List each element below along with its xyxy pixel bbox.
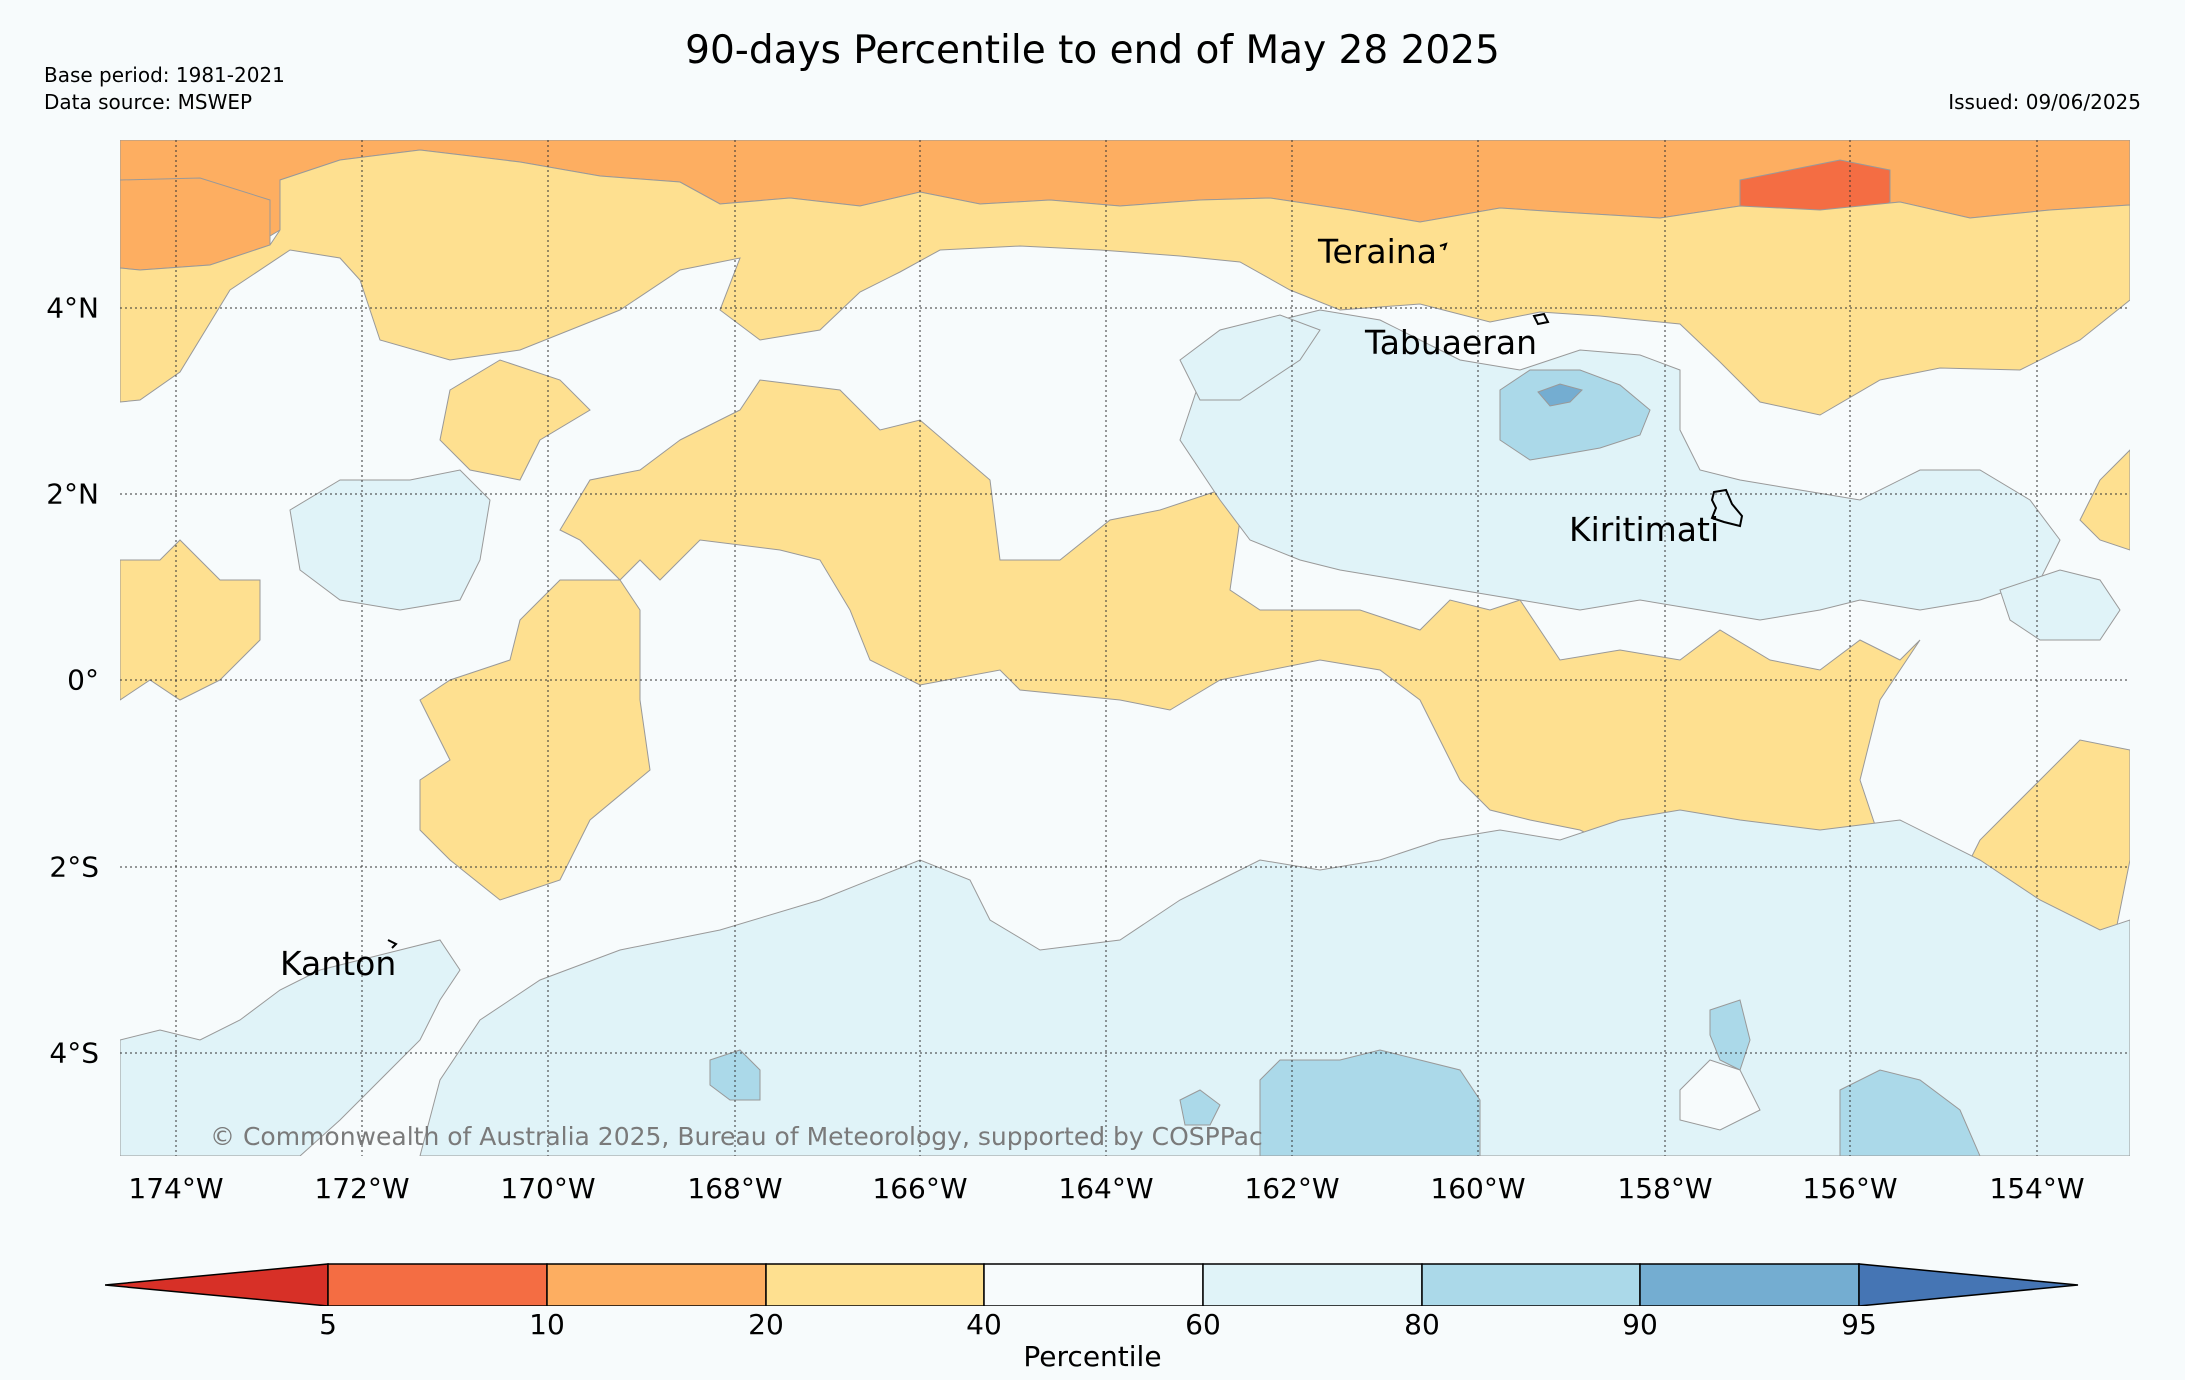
region-60-80-kiritimati [1179,309,2061,621]
island-kanton [387,939,398,949]
lon-label-162w: 162°W [1244,1172,1340,1205]
island-tabuaeran [1532,312,1550,326]
lon-label-158w: 158°W [1617,1172,1713,1205]
colorbar-20-40 [765,1263,985,1306]
region-60-80-southwest [120,939,461,1156]
region-60-80-north-centre [1179,314,1321,401]
colorbar-tick-20: 20 [748,1308,784,1341]
percentile-colorbar [105,1263,2079,1306]
colorbar-80-90 [1421,1263,1641,1306]
region-20-40-centre-west [439,359,591,481]
lat-label-2n: 2°N [46,477,99,511]
place-label-kanton: Kanton [280,944,397,983]
lat-label-4n: 4°N [46,291,99,325]
region-80-90-south-b [1839,1069,1981,1156]
region-20-40-east-edge [2079,449,2130,551]
colorbar-tick-95: 95 [1841,1308,1877,1341]
copyright-notice: © Commonwealth of Australia 2025, Bureau… [210,1122,1263,1151]
colorbar-tick-5: 5 [319,1308,337,1341]
colorbar-above-95 [1858,1263,2079,1306]
percentile-map [120,140,2130,1156]
lon-label-156w: 156°W [1802,1172,1898,1205]
lon-label-166w: 166°W [872,1172,968,1205]
map-title: 90-days Percentile to end of May 28 2025 [685,28,1500,73]
island-kiritimati [1710,488,1744,528]
region-80-90-south-e [1179,1089,1221,1126]
place-label-teraina: Teraina [1318,232,1437,271]
map-metadata: Base period: 1981-2021 Data source: MSWE… [44,62,285,116]
region-80-90-north [1499,369,1651,461]
colorbar-below-5 [105,1263,329,1306]
island-teraina [1439,242,1448,251]
lon-label-164w: 164°W [1058,1172,1154,1205]
region-60-80-east-small [1999,569,2121,641]
region-90-95-north [1537,383,1583,407]
data-source-text: Data source: MSWEP [44,90,253,114]
colorbar-tick-90: 90 [1622,1308,1658,1341]
lon-label-174w: 174°W [128,1172,224,1205]
lon-label-170w: 170°W [500,1172,596,1205]
region-60-80-west [289,469,491,611]
lat-label-2s: 2°S [49,850,99,884]
region-40-60-gap-a [1679,1059,1761,1131]
lat-label-4s: 4°S [49,1036,99,1070]
lat-label-0: 0° [67,663,99,697]
lon-label-154w: 154°W [1989,1172,2085,1205]
base-period-text: Base period: 1981-2021 [44,63,285,87]
colorbar-10-20 [546,1263,767,1306]
colorbar-90-95 [1639,1263,1860,1306]
region-20-40-west-edge [120,539,261,701]
region-20-40-north [120,149,2130,416]
region-20-40-south-west [419,579,651,901]
colorbar-tick-80: 80 [1404,1308,1440,1341]
colorbar-label: Percentile [1023,1340,1162,1373]
colorbar-tick-10: 10 [529,1308,565,1341]
place-label-tabuaeran: Tabuaeran [1365,323,1538,362]
lon-label-160w: 160°W [1430,1172,1526,1205]
issued-date-text: Issued: 09/06/2025 [1948,90,2141,114]
region-80-90-south-a [1259,1049,1481,1156]
colorbar-tick-60: 60 [1185,1308,1221,1341]
lon-label-168w: 168°W [687,1172,783,1205]
colorbar-60-80 [1202,1263,1423,1306]
colorbar-tick-40: 40 [966,1308,1002,1341]
place-label-kiritimati: Kiritimati [1569,510,1720,549]
colorbar-40-60 [983,1263,1204,1306]
lon-label-172w: 172°W [314,1172,410,1205]
colorbar-5-10 [327,1263,548,1306]
